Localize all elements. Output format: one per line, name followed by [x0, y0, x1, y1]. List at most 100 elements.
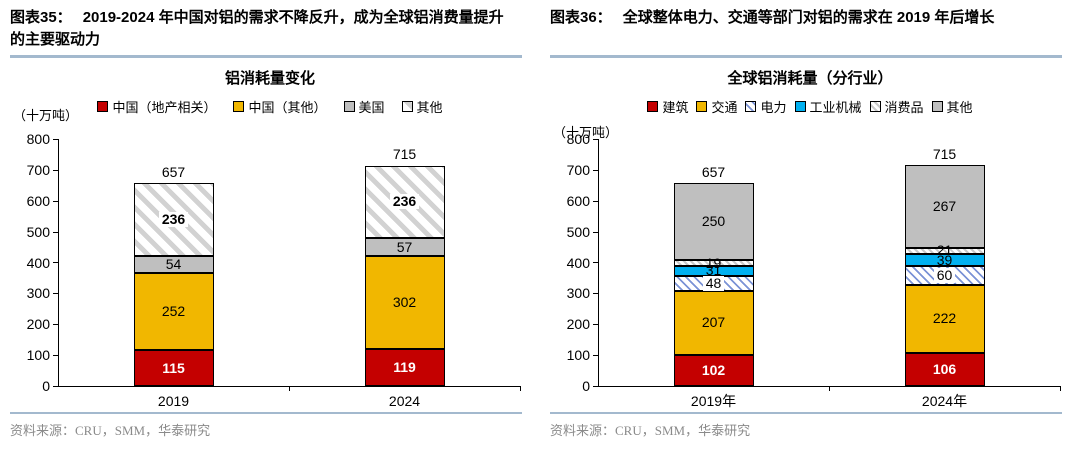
legend-swatch-icon [745, 101, 757, 112]
y-tick-mark [53, 355, 58, 356]
y-axis-line [598, 139, 599, 387]
y-tick-mark [53, 324, 58, 325]
y-tick-mark [593, 262, 598, 263]
bar-segment: 119 [364, 349, 445, 386]
segment-label: 236 [389, 194, 420, 210]
bar-segment: 60 [904, 266, 985, 285]
source-divider [10, 412, 522, 414]
bar-total-label: 657 [161, 164, 186, 181]
y-tick-mark [593, 293, 598, 294]
bar-segment: 222 [904, 284, 985, 354]
legend: 中国（地产相关） 中国（其他） 美国 其他 [0, 97, 540, 116]
legend-item: 电力 [745, 97, 787, 116]
y-tick-label: 600 [26, 192, 50, 209]
y-tick-mark [593, 324, 598, 325]
legend-label: 美国 [358, 100, 385, 115]
y-tick-mark [53, 201, 58, 202]
legend-label: 工业机械 [809, 100, 862, 115]
legend-label: 交通 [711, 100, 738, 115]
bar-segment: 236 [133, 183, 214, 256]
figure-35-panel: 图表35： 2019-2024 年中国对铝的需求不降反升，成为全球铝消费量提升的主… [0, 7, 540, 438]
y-tick-mark [593, 201, 598, 202]
y-axis-unit-label: （十万吨） [13, 108, 79, 123]
segment-label: 19 [705, 254, 722, 271]
y-axis-line [58, 139, 59, 387]
y-tick-label: 400 [566, 254, 590, 271]
y-tick-label: 800 [566, 131, 590, 147]
legend-item: 消费品 [869, 97, 924, 116]
y-tick-label: 500 [26, 223, 50, 240]
y-tick-label: 300 [26, 285, 50, 302]
x-axis-line [58, 386, 521, 387]
segment-label: 236 [158, 212, 189, 228]
category-tick [1060, 387, 1061, 391]
figure-caption: 图表36： 全球整体电力、交通等部门对铝的需求在 2019 年后增长 [550, 7, 1056, 29]
y-tick-label: 700 [566, 161, 590, 178]
segment-label: 302 [392, 294, 417, 311]
figure-caption: 图表35： 2019-2024 年中国对铝的需求不降反升，成为全球铝消费量提升的主… [10, 7, 516, 51]
segment-label: 31 [705, 262, 722, 279]
x-category-label: 2024年 [921, 393, 968, 409]
bar-segment: 19 [673, 255, 754, 270]
legend-label: 其他 [946, 100, 973, 115]
y-tick-mark [593, 232, 598, 233]
legend-swatch-icon [696, 101, 708, 112]
chart-title: 铝消耗量变化 [224, 70, 315, 87]
segment-label: 102 [701, 361, 726, 378]
legend-label: 电力 [760, 100, 787, 115]
y-tick-mark [53, 386, 58, 387]
x-category-label: 2019年 [690, 393, 737, 409]
bar-total-label: 715 [392, 146, 417, 163]
y-tick-label: 600 [566, 192, 590, 209]
bar-segment: 267 [904, 165, 985, 248]
figure-number: 图表36： [550, 9, 612, 26]
y-tick-label: 700 [26, 161, 50, 178]
legend-item: 中国（其他） [233, 97, 327, 116]
y-tick-mark [53, 232, 58, 233]
y-tick-mark [53, 170, 58, 171]
bar-segment: 57 [364, 238, 445, 256]
legend-swatch-icon [931, 101, 943, 112]
y-tick-label: 0 [42, 378, 50, 394]
bar-segment: 21 [904, 243, 985, 258]
figure-title-text: 全球整体电力、交通等部门对铝的需求在 2019 年后增长 [622, 9, 995, 26]
y-tick-label: 100 [566, 347, 590, 364]
category-tick [520, 387, 521, 391]
chart-title: 全球铝消耗量（分行业） [727, 70, 893, 87]
legend-label: 中国（其他） [248, 100, 327, 115]
y-tick-label: 500 [566, 223, 590, 240]
legend-label: 建筑 [662, 100, 689, 115]
bar-segment: 39 [904, 252, 985, 267]
source-divider [550, 412, 1062, 414]
y-tick-mark [53, 139, 58, 140]
legend-label: 中国（地产相关） [112, 100, 217, 115]
y-tick-mark [53, 262, 58, 263]
source-note: 资料来源：CRU，SMM，华泰研究 [550, 423, 751, 438]
segment-label: 115 [162, 359, 185, 376]
segment-label: 54 [165, 255, 182, 272]
segment-label: 60 [933, 267, 956, 283]
segment-label: 252 [161, 303, 186, 320]
y-tick-label: 300 [566, 285, 590, 302]
y-tick-label: 200 [566, 316, 590, 333]
segment-label: 222 [932, 310, 957, 327]
y-tick-mark [593, 139, 598, 140]
bar-segment: 207 [673, 290, 754, 355]
y-tick-label: 400 [26, 254, 50, 271]
segment-label: 119 [393, 359, 416, 376]
source-note: 资料来源：CRU，SMM，华泰研究 [10, 423, 211, 438]
y-tick-mark [593, 355, 598, 356]
caption-underline [550, 55, 1062, 58]
legend-label: 消费品 [884, 100, 924, 115]
legend-label: 其他 [416, 100, 443, 115]
bar-total-label: 715 [932, 146, 957, 163]
figure-36-panel: 图表36： 全球整体电力、交通等部门对铝的需求在 2019 年后增长 全球铝消耗量… [540, 0, 1080, 454]
segment-label: 207 [701, 314, 726, 331]
legend-item: 其他 [931, 97, 973, 116]
legend-swatch-icon [647, 101, 659, 112]
bar-segment: 54 [133, 255, 214, 273]
legend-item: 美国 [343, 97, 385, 116]
legend-swatch-icon [233, 101, 245, 112]
plot: 0 100 200 300 400 500 600 700 800 102 207 48 31 19 250… [540, 131, 1080, 424]
bar-segment: 102 [673, 354, 754, 386]
